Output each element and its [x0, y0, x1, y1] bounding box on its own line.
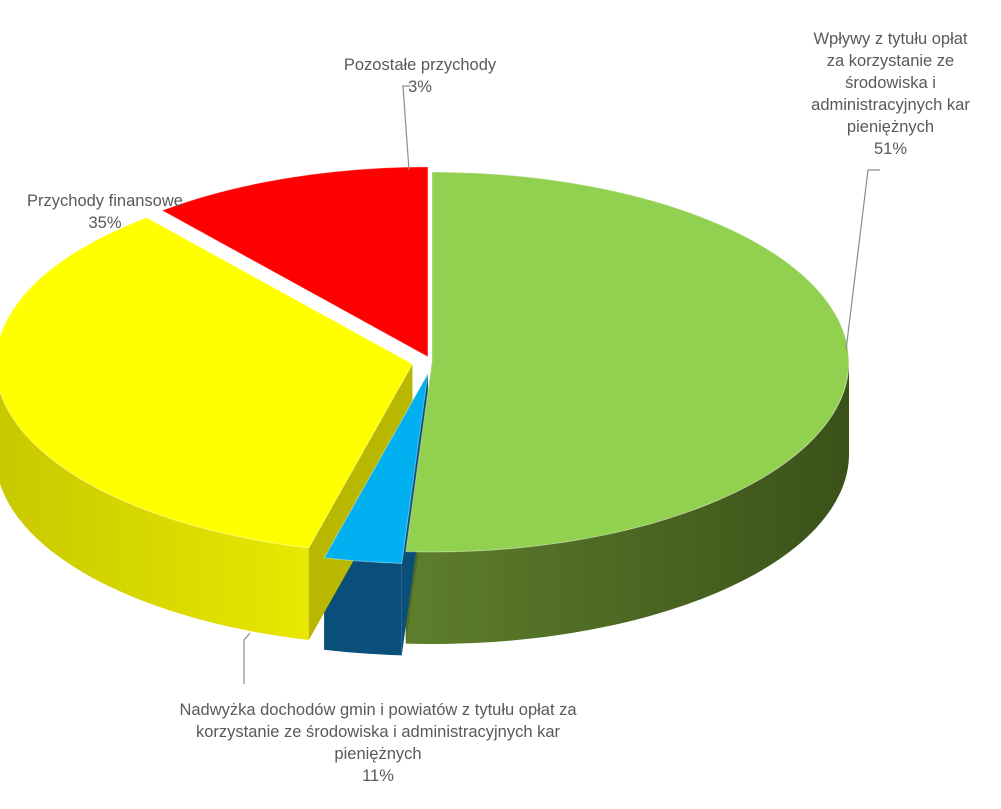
slice-wplywy: [405, 171, 850, 553]
slice-label-pozostale-text: Pozostałe przychody: [343, 56, 497, 74]
leader-lines: [243, 85, 880, 684]
slice-label-wplywy-value: 51%: [873, 140, 908, 158]
slice-side-wplywy: [405, 362, 849, 645]
slice-przychody-finansowe: [0, 217, 414, 549]
leader-line-wplywy: [845, 169, 880, 351]
slice-nadwyzka: [160, 166, 429, 358]
slice-label-przychody-finansowe-text: Przychody finansowe: [27, 192, 183, 210]
slice-label-przychody-finansowe: Przychody finansowe 35%: [0, 168, 210, 256]
slice-side-przychody-finansowe: [0, 391, 309, 641]
leader-line-nadwyzka: [243, 632, 251, 684]
slice-label-wplywy-text: Wpływy z tytułu opłat za korzystanie ze …: [811, 30, 970, 136]
slice-label-pozostale-value: 3%: [408, 78, 432, 96]
slice-pozostale: [323, 373, 429, 564]
slice-label-pozostale: Pozostałe przychody 3%: [300, 32, 540, 120]
leader-line-pozostale: [402, 85, 410, 171]
pie-chart: [0, 85, 880, 684]
slice-label-wplywy: Wpływy z tytułu opłat za korzystanie ze …: [780, 6, 1001, 182]
slice-label-nadwyzka-text: Nadwyżka dochodów gmin i powiatów z tytu…: [179, 701, 577, 763]
slice-label-przychody-finansowe-value: 35%: [88, 214, 122, 232]
slice-label-nadwyzka: Nadwyżka dochodów gmin i powiatów z tytu…: [128, 677, 628, 809]
slice-label-nadwyzka-value: 11%: [362, 767, 394, 785]
pie-tops: [0, 166, 850, 564]
